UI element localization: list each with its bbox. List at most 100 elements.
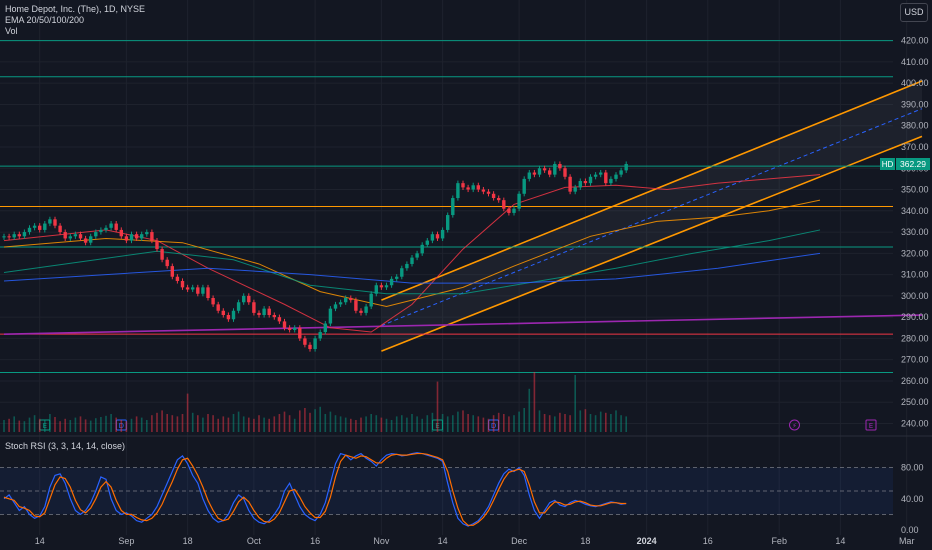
candle[interactable] [78, 231, 83, 241]
candle[interactable] [287, 325, 292, 333]
candle[interactable] [313, 335, 317, 352]
candle[interactable] [73, 231, 78, 239]
candle[interactable] [257, 310, 261, 318]
candle[interactable] [247, 293, 251, 305]
candle[interactable] [349, 295, 353, 303]
channel-lower-line[interactable] [381, 135, 923, 352]
candle[interactable] [12, 231, 16, 240]
candle[interactable] [593, 172, 598, 180]
candle[interactable] [456, 180, 460, 201]
currency-button[interactable]: USD [900, 3, 928, 22]
candle[interactable] [532, 169, 537, 178]
stoch-rsi-pane[interactable] [0, 435, 932, 527]
candle[interactable] [7, 233, 11, 240]
candle[interactable] [512, 206, 516, 216]
candle[interactable] [180, 278, 185, 290]
candle[interactable] [563, 165, 567, 180]
candle[interactable] [298, 325, 302, 341]
candle[interactable] [415, 250, 419, 261]
candle[interactable] [507, 206, 511, 216]
candle[interactable] [344, 295, 348, 305]
candle[interactable] [359, 308, 363, 316]
candle[interactable] [252, 299, 256, 316]
candle[interactable] [542, 165, 547, 173]
candle[interactable] [395, 274, 399, 282]
candle[interactable] [165, 257, 169, 269]
candle[interactable] [221, 308, 225, 318]
candle[interactable] [17, 231, 21, 239]
candle[interactable] [185, 284, 190, 293]
ticker-tag[interactable] [880, 158, 895, 170]
candle[interactable] [624, 161, 628, 173]
last-price-tag[interactable] [896, 158, 930, 170]
price-pane[interactable]: EDED⚡E [0, 0, 923, 535]
candle[interactable] [328, 306, 333, 327]
candle[interactable] [175, 274, 180, 284]
candle[interactable] [354, 297, 358, 314]
candle[interactable] [282, 318, 287, 331]
candle[interactable] [267, 306, 271, 318]
candle[interactable] [293, 325, 297, 333]
candle[interactable] [461, 180, 465, 190]
candle[interactable] [242, 293, 246, 305]
candle[interactable] [43, 221, 47, 233]
candle[interactable] [476, 182, 480, 193]
candle[interactable] [124, 233, 129, 244]
candle[interactable] [63, 229, 67, 241]
candle[interactable] [129, 231, 134, 244]
candle[interactable] [58, 223, 62, 235]
candle[interactable] [440, 227, 445, 241]
candle[interactable] [517, 191, 521, 212]
candle[interactable] [201, 284, 205, 297]
candle[interactable] [599, 169, 603, 178]
stoch-rsi-title[interactable]: Stoch RSI (3, 3, 14, 14, close) [5, 441, 126, 451]
volume-indicator-label[interactable]: Vol [5, 26, 18, 36]
candle[interactable] [568, 174, 572, 195]
candle[interactable] [389, 276, 394, 288]
candle[interactable] [303, 335, 307, 348]
candle[interactable] [32, 223, 37, 231]
candle[interactable] [140, 231, 144, 241]
candle[interactable] [379, 282, 384, 290]
candle[interactable] [150, 229, 154, 244]
candle[interactable] [471, 182, 475, 193]
candle[interactable] [134, 231, 139, 241]
channel-middle-line[interactable] [381, 108, 923, 327]
candle[interactable] [277, 314, 282, 324]
candle[interactable] [2, 233, 6, 240]
candle[interactable] [604, 169, 608, 186]
candle[interactable] [384, 282, 389, 290]
candle[interactable] [119, 227, 123, 239]
candle[interactable] [262, 306, 266, 318]
candle[interactable] [109, 221, 113, 231]
candle[interactable] [160, 246, 164, 263]
candle[interactable] [537, 165, 542, 178]
candle[interactable] [94, 229, 98, 239]
candle[interactable] [145, 229, 149, 237]
candle[interactable] [573, 184, 577, 195]
candle[interactable] [583, 178, 588, 186]
candle[interactable] [155, 238, 159, 252]
candle[interactable] [466, 184, 470, 193]
candle[interactable] [497, 195, 501, 203]
candle[interactable] [619, 167, 623, 178]
candle[interactable] [236, 299, 241, 314]
candle[interactable] [364, 303, 368, 316]
candle[interactable] [226, 312, 231, 322]
candle[interactable] [588, 174, 593, 186]
event-marker[interactable] [865, 419, 877, 431]
candle[interactable] [211, 295, 215, 307]
candle[interactable] [502, 197, 506, 212]
candle[interactable] [481, 186, 486, 195]
candle[interactable] [308, 342, 312, 352]
candle[interactable] [548, 167, 552, 178]
trend-line[interactable] [3, 314, 923, 335]
candle[interactable] [558, 161, 562, 171]
candle[interactable] [527, 169, 531, 182]
candle[interactable] [89, 233, 93, 246]
candle[interactable] [614, 172, 618, 182]
candle[interactable] [104, 225, 108, 233]
candle[interactable] [99, 227, 103, 235]
candle[interactable] [196, 284, 200, 297]
candle[interactable] [425, 238, 429, 248]
